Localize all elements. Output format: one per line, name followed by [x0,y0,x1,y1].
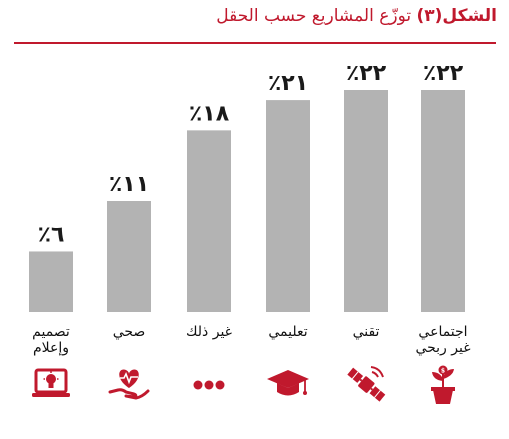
svg-text:$: $ [441,368,445,375]
plant-pot-icon: $ [431,365,455,404]
category-label: صحي [92,324,166,340]
bar [107,201,151,312]
chart-title: الشكل(٣) توزّع المشاريع حسب الحقل [216,6,497,26]
title-divider [14,42,496,44]
bar [187,130,231,312]
category-label: تصميم وإعلام [14,324,88,356]
value-label: ٪١١ [109,172,149,197]
value-label: ٪٢٢ [346,61,387,86]
graduation-cap-icon [267,370,309,396]
category-label-line: تقني [352,324,380,340]
bar [29,251,73,312]
three-dots-icon [193,380,225,390]
category-label-line: وإعلام [32,340,70,356]
value-label: ٪٢١ [268,71,308,96]
laptop-lightbulb-icon [32,368,70,397]
value-label: ٪٦ [38,222,65,247]
category-label-line: تعليمي [268,324,308,340]
category-label-line: غير ذلك [185,324,233,340]
category-label-line: تصميم [32,324,70,340]
bar [266,100,310,312]
category-label: تعليمي [251,324,325,340]
value-label: ٪٢٢ [423,61,464,86]
satellite-icon [347,366,386,402]
bar [344,90,388,312]
category-label: تقني [329,324,403,340]
hand-heart-icon [108,369,150,400]
title-text: توزّع المشاريع حسب الحقل [216,6,417,26]
category-label-line: غير ربحي [415,340,471,356]
category-label: غير ذلك [172,324,246,340]
figure-number: الشكل(٣) [416,6,497,26]
category-label: اجتماعي غير ربحي [406,324,480,356]
category-label-line: صحي [112,324,146,340]
category-label-line: اجتماعي [418,324,468,340]
value-label: ٪١٨ [189,101,230,126]
bar [421,90,465,312]
